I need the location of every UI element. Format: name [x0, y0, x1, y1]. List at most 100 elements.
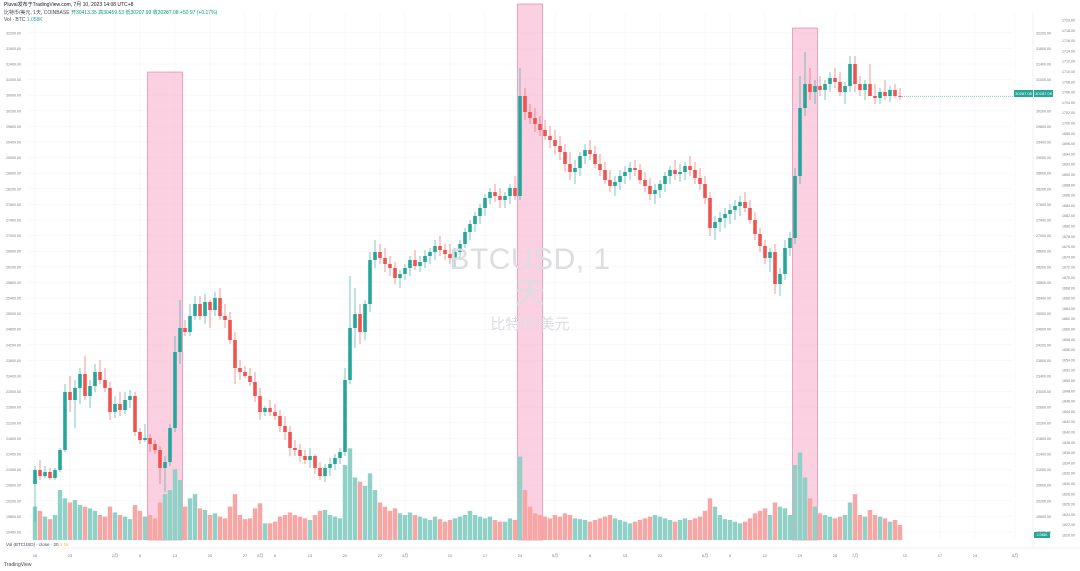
- volume-bar: [332, 516, 338, 540]
- candle-body: [713, 222, 717, 228]
- candle-body: [173, 352, 177, 428]
- volume-bar: [62, 498, 68, 540]
- x-tick-label: 3月: [257, 553, 263, 558]
- candle-body: [843, 86, 847, 92]
- y-right-tick-label: 1634.00: [1062, 461, 1075, 465]
- y-right-tick-label: 1638.00: [1062, 441, 1075, 445]
- volume-bar: [897, 525, 903, 540]
- volume-label[interactable]: Vol · BTC: [4, 17, 26, 23]
- x-tick-label: 6: [274, 553, 277, 558]
- volume-bar: [512, 520, 518, 540]
- volume-bar: [112, 512, 118, 540]
- symbol-name[interactable]: 比特币/美元, 1天, COINBASE: [4, 10, 70, 16]
- y-right-tick-label: 1642.00: [1062, 420, 1075, 424]
- candle-body: [63, 392, 67, 450]
- volume-bar: [457, 516, 463, 540]
- y-right-tick-label: 1646.00: [1062, 400, 1075, 404]
- y-mid-tick-label: 27800.00: [1036, 203, 1051, 207]
- candle-body: [438, 246, 442, 250]
- candle-body: [328, 464, 332, 468]
- y-right-tick-label: 1674.00: [1062, 255, 1075, 259]
- x-tick-label: 12: [763, 553, 768, 558]
- volume-bar: [887, 521, 893, 540]
- y-left-tick-label: 26200.00: [6, 265, 21, 269]
- volume-legend[interactable]: Vol (BTCUSD) · close · 20 1.1K: [6, 542, 69, 547]
- volume-bar: [42, 516, 48, 540]
- tradingview-logo[interactable]: TradingView: [4, 562, 32, 568]
- candle-body: [733, 206, 737, 210]
- y-mid-tick-label: 22600.00: [1036, 406, 1051, 410]
- y-left-tick-label: 29800.00: [6, 125, 21, 129]
- y-right-tick-label: 1690.00: [1062, 173, 1075, 177]
- volume-bar: [407, 512, 413, 540]
- volume-bar: [277, 516, 283, 540]
- candle-body: [858, 84, 862, 90]
- volume-bar: [552, 515, 558, 540]
- volume-bar: [77, 505, 83, 540]
- candle-body: [893, 90, 897, 96]
- x-tick-label: 2月: [112, 553, 118, 558]
- volume-bar: [237, 515, 243, 540]
- volume-bar: [242, 519, 248, 540]
- y-right-tick-label: 1702.00: [1062, 111, 1075, 115]
- candle-body: [758, 234, 762, 246]
- volume-bar: [582, 520, 588, 540]
- candle-body: [773, 252, 777, 284]
- candle-body: [808, 84, 812, 92]
- volume-bar: [212, 513, 218, 540]
- volume-bar: [272, 521, 278, 540]
- volume-bar: [147, 515, 153, 540]
- volume-bar: [472, 515, 478, 540]
- candle-body: [193, 304, 197, 316]
- volume-bar: [492, 520, 498, 540]
- candle-body: [823, 84, 827, 90]
- candle-body: [613, 182, 617, 186]
- volume-bar: [37, 510, 43, 540]
- candle-body: [283, 426, 287, 432]
- volume-bar: [717, 515, 723, 540]
- candle-body: [323, 468, 327, 476]
- x-tick-label: 15: [623, 553, 628, 558]
- y-left-tick-label: 22200.00: [6, 421, 21, 425]
- volume-bar: [197, 508, 203, 540]
- candle-body: [313, 456, 317, 468]
- y-left-tick-label: 32200.00: [6, 31, 21, 35]
- y-right-tick-label: 1630.00: [1062, 482, 1075, 486]
- y-right-tick-label: 1708.00: [1062, 80, 1075, 84]
- volume-bar: [877, 516, 883, 540]
- volume-bar: [392, 508, 398, 540]
- volume-bar: [547, 518, 553, 540]
- candle-body: [828, 78, 832, 84]
- candle-body: [768, 252, 772, 258]
- y-left-tick-label: 25000.00: [6, 312, 21, 316]
- y-right-tick-label: 1716.00: [1062, 39, 1075, 43]
- candle-body: [428, 252, 432, 256]
- x-tick-label: 6: [139, 553, 142, 558]
- x-tick-label: 17: [483, 553, 488, 558]
- volume-bar: [807, 498, 813, 540]
- x-tick-label: 24: [973, 553, 978, 558]
- volume-bar: [52, 515, 58, 540]
- candle-body: [398, 274, 402, 278]
- candle-body: [363, 304, 367, 332]
- candle-body: [408, 260, 412, 268]
- candle-body: [688, 166, 692, 170]
- y-mid-tick-label: 30200.00: [1036, 109, 1051, 113]
- volume-bar: [487, 516, 493, 540]
- volume-bar: [827, 516, 833, 540]
- candle-body: [318, 468, 322, 476]
- volume-bar: [467, 510, 473, 540]
- candle-body: [418, 262, 422, 266]
- candle-body: [478, 208, 482, 216]
- candle-body: [648, 186, 652, 194]
- volume-bar: [707, 498, 713, 540]
- volume-bar: [617, 520, 623, 540]
- volume-bar: [607, 515, 613, 540]
- volume-bar: [757, 510, 763, 540]
- volume-bar: [722, 519, 728, 540]
- x-tick-label: 6月: [702, 553, 708, 558]
- y-right-tick-label: 1668.00: [1062, 286, 1075, 290]
- candle-body: [338, 452, 342, 458]
- y-right-tick-label: 1644.00: [1062, 410, 1075, 414]
